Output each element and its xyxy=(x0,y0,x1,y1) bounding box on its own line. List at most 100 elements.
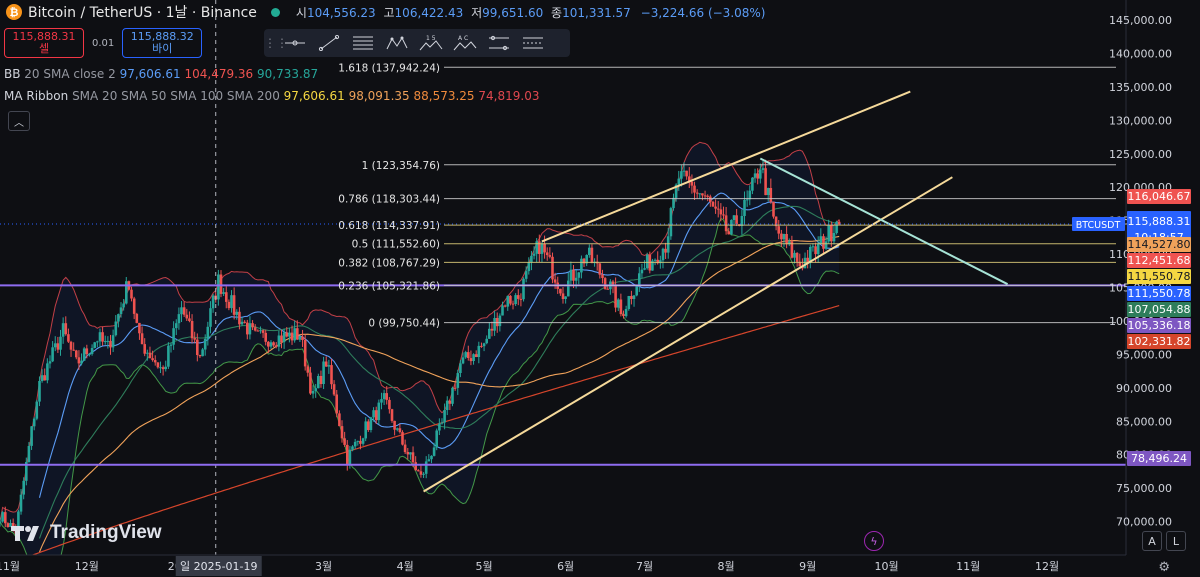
fib-retracement-icon[interactable] xyxy=(346,30,380,56)
candle-body xyxy=(474,354,478,357)
candle-body xyxy=(811,246,815,248)
fib-level-label: 0 (99,750.44) xyxy=(368,318,440,330)
candle-body xyxy=(203,338,207,350)
candle-body xyxy=(724,215,728,232)
candle-body xyxy=(530,255,533,263)
candle-body xyxy=(211,295,215,309)
symbol-title[interactable]: Bitcoin / TetherUS · 1날 · Binance xyxy=(28,5,257,21)
bb-basis-value: 97,606.61 xyxy=(119,67,181,81)
pattern-icon[interactable] xyxy=(380,30,414,56)
candle-body xyxy=(622,314,625,316)
candle-body xyxy=(353,441,357,447)
candle-body xyxy=(745,199,749,201)
y-axis-tick-label: 95,000.00 xyxy=(1116,348,1172,361)
candle-body xyxy=(414,462,417,471)
candle-body xyxy=(719,209,723,215)
drawing-toolbar: ⋮⋮ 1 5 A C xyxy=(264,29,570,57)
lightning-icon[interactable]: ϟ xyxy=(864,531,884,551)
candle-body xyxy=(311,391,315,394)
horizontal-line-icon[interactable] xyxy=(278,30,312,56)
candle-body xyxy=(798,261,802,267)
candle-body xyxy=(524,271,528,279)
candle-body xyxy=(574,277,578,281)
y-axis-tick-label: 145,000.00 xyxy=(1109,14,1172,27)
candle-body xyxy=(522,278,525,300)
candle-body xyxy=(540,243,544,254)
candle-body xyxy=(559,288,562,294)
candle-body xyxy=(435,430,438,448)
elliott-wave-icon[interactable]: 1 5 xyxy=(414,30,448,56)
candle-body xyxy=(809,247,812,263)
price-scale-label: 105,336.18 xyxy=(1128,319,1191,332)
candle-body xyxy=(740,216,744,226)
candle-body xyxy=(693,185,696,193)
candle-body xyxy=(230,295,233,309)
candle-body xyxy=(788,241,791,245)
price-range-icon[interactable] xyxy=(482,30,516,56)
candle-body xyxy=(430,455,433,460)
candle-body xyxy=(169,344,173,346)
candle-body xyxy=(6,523,10,527)
candle-body xyxy=(743,199,746,216)
candle-body xyxy=(317,376,320,389)
candle-body xyxy=(432,447,436,456)
forecast-icon[interactable] xyxy=(516,30,550,56)
candle-body xyxy=(48,361,52,364)
candle-body xyxy=(451,387,454,404)
candle-body xyxy=(69,341,73,350)
candle-body xyxy=(324,361,328,367)
indicator-bb[interactable]: BB 20 SMA close 2 97,606.61 104,479.36 9… xyxy=(4,67,318,81)
candle-body xyxy=(619,299,623,315)
candle-body xyxy=(748,190,752,200)
fib-level-label: 0.618 (114,337.91) xyxy=(338,220,440,232)
indicator-ma-ribbon[interactable]: MA Ribbon SMA 20 SMA 50 SMA 100 SMA 200 … xyxy=(4,89,539,103)
drag-handle-icon[interactable]: ⋮⋮ xyxy=(264,36,288,50)
candle-body xyxy=(835,221,838,233)
candle-body xyxy=(769,188,773,202)
channel-lower-trendline xyxy=(423,176,953,493)
open-label: 시 xyxy=(295,5,307,20)
candle-body xyxy=(632,295,636,299)
candle-body xyxy=(101,332,104,342)
candle-body xyxy=(159,367,162,369)
x-axis-tick-label: 9월 xyxy=(799,560,816,573)
candle-body xyxy=(335,394,338,414)
candle-body xyxy=(674,184,678,198)
candle-body xyxy=(567,280,570,297)
trend-line-icon[interactable] xyxy=(312,30,346,56)
candle-body xyxy=(319,376,323,384)
chevron-up-icon: ︿ xyxy=(14,117,24,129)
open-value: 104,556.23 xyxy=(306,5,376,20)
candle-body xyxy=(822,236,825,249)
candle-body xyxy=(343,438,346,445)
sell-button[interactable]: 115,888.31 셀 xyxy=(4,28,84,58)
candle-body xyxy=(106,340,110,342)
candle-body xyxy=(503,305,507,307)
candle-body xyxy=(188,318,191,321)
candle-body xyxy=(227,301,231,309)
log-scale-button[interactable]: L xyxy=(1166,531,1186,551)
candle-body xyxy=(274,345,278,347)
channel-upper-trendline xyxy=(541,90,911,243)
candle-body xyxy=(180,307,183,315)
candle-body xyxy=(690,181,694,186)
candle-body xyxy=(19,494,23,512)
candle-body xyxy=(22,480,25,495)
abcd-pattern-icon[interactable]: A C xyxy=(448,30,482,56)
candle-body xyxy=(577,272,581,278)
candle-body xyxy=(75,350,78,358)
candle-body xyxy=(732,215,736,220)
buy-label: 바이 xyxy=(152,42,173,55)
collapse-legend-button[interactable]: ︿ xyxy=(8,111,30,131)
trade-panel: 115,888.31 셀 0.01 115,888.32 바이 xyxy=(4,28,203,58)
auto-scale-button[interactable]: A xyxy=(1142,531,1162,551)
candle-body xyxy=(624,309,628,317)
low-value: 99,651.60 xyxy=(482,5,544,20)
buy-button[interactable]: 115,888.32 바이 xyxy=(122,28,203,58)
price-scale-label: 114,527.80 xyxy=(1128,238,1191,251)
tradingview-logo: TradingView xyxy=(10,522,162,544)
candle-body xyxy=(314,388,317,391)
candle-body xyxy=(138,322,141,334)
settings-gear-icon[interactable]: ⚙ xyxy=(1158,560,1170,575)
